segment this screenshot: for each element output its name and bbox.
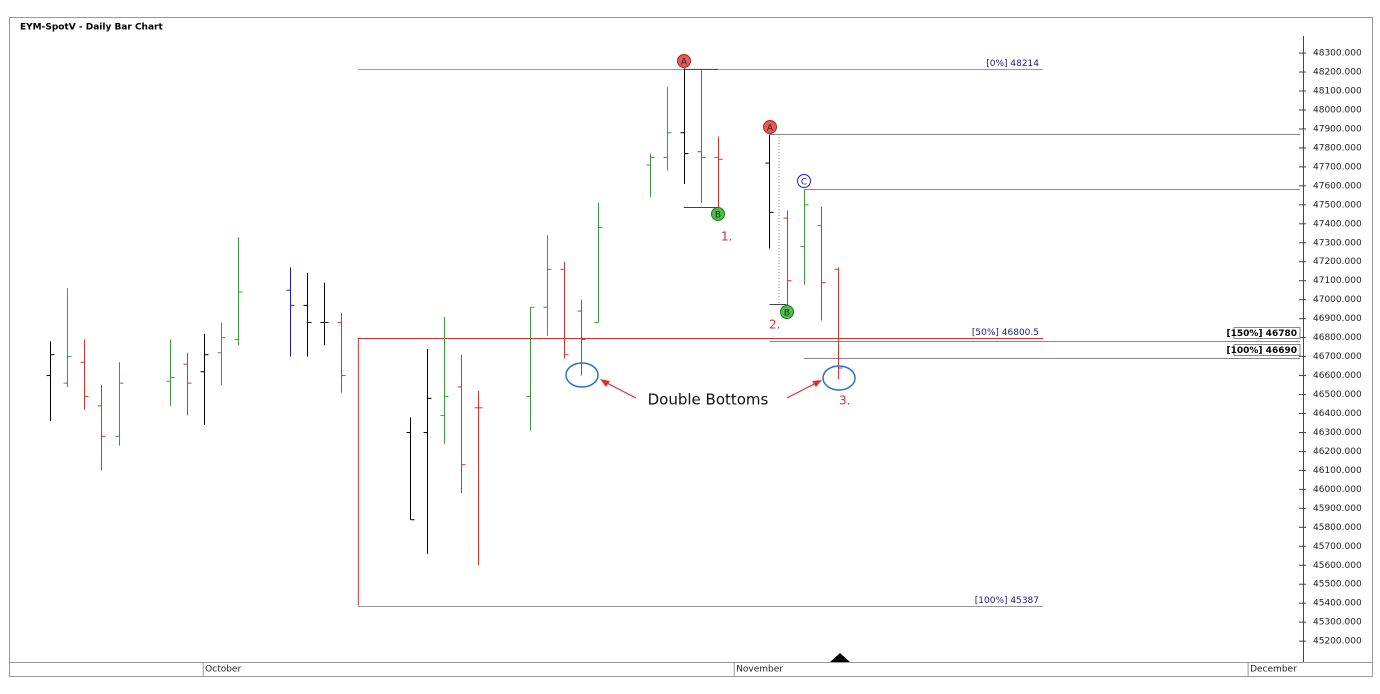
pivot-marker [711, 207, 725, 221]
y-tick-label: 45200.000 [1313, 637, 1362, 647]
y-tick-label: 45300.000 [1313, 618, 1362, 628]
y-tick-label: 45400.000 [1313, 599, 1362, 609]
y-tick-label: 46200.000 [1313, 447, 1362, 457]
level-label: [0%] 48214 [986, 59, 1039, 69]
y-tick-label: 46900.000 [1313, 314, 1362, 324]
y-tick-label: 46100.000 [1313, 466, 1362, 476]
pivot-marker [780, 305, 794, 319]
y-tick-label: 47900.000 [1313, 124, 1362, 134]
pivot-label: A [681, 58, 688, 68]
y-tick-label: 47100.000 [1313, 276, 1362, 286]
y-tick-label: 47800.000 [1313, 143, 1362, 153]
level-label: [100%] 45387 [975, 596, 1039, 606]
y-tick-label: 46700.000 [1313, 352, 1362, 362]
y-tick-label: 45600.000 [1313, 561, 1362, 571]
level-label-box [1233, 344, 1301, 356]
y-tick-label: 46000.000 [1313, 485, 1362, 495]
y-tick-label: 46500.000 [1313, 390, 1362, 400]
level-label-box [1233, 327, 1301, 339]
highlight-ellipse [565, 362, 599, 388]
y-tick-label: 48100.000 [1313, 87, 1362, 97]
x-tick-label: October [205, 665, 241, 675]
y-tick-label: 47700.000 [1313, 162, 1362, 172]
highlight-ellipse [822, 365, 856, 391]
pivot-marker [763, 120, 777, 134]
pivot-label: B [784, 309, 790, 319]
level-label: [150%] 46780 [1227, 329, 1297, 339]
level-label: [50%] 46800.5 [972, 328, 1039, 338]
pivot-label: C [801, 178, 807, 188]
y-tick-label: 47600.000 [1313, 181, 1362, 191]
annotation: Double Bottoms [648, 391, 769, 409]
y-tick-label: 47400.000 [1313, 219, 1362, 229]
y-tick-label: 48300.000 [1313, 49, 1362, 59]
arrow-head [812, 380, 822, 387]
annotation: 3. [839, 394, 850, 408]
pivot-label: A [767, 124, 774, 134]
annotation: 1. [721, 230, 732, 244]
level-label: [100%] 46690 [1227, 346, 1297, 356]
y-tick-label: 47300.000 [1313, 238, 1362, 248]
y-tick-label: 46400.000 [1313, 409, 1362, 419]
x-tick-label: December [1250, 665, 1297, 675]
y-tick-label: 45700.000 [1313, 542, 1362, 552]
arrow [602, 380, 637, 399]
pivot-label: B [715, 211, 721, 221]
pivot-marker [677, 54, 691, 68]
y-tick-label: 46600.000 [1313, 371, 1362, 381]
arrow [786, 381, 819, 399]
y-tick-label: 46800.000 [1313, 333, 1362, 343]
arrow-head [600, 379, 610, 387]
frame [9, 17, 1373, 677]
y-tick-label: 48200.000 [1313, 68, 1362, 78]
y-tick-label: 45500.000 [1313, 580, 1362, 590]
annotation: 2. [769, 318, 780, 332]
y-tick-label: 47000.000 [1313, 295, 1362, 305]
pivot-marker [797, 174, 811, 188]
y-tick-label: 46300.000 [1313, 428, 1362, 438]
y-tick-label: 47500.000 [1313, 200, 1362, 210]
x-tick-label: November [736, 665, 783, 675]
y-tick-label: 45800.000 [1313, 523, 1362, 533]
chart-title: EYM-SpotV - Daily Bar Chart [20, 23, 163, 33]
marker-triangle [830, 653, 850, 662]
y-tick-label: 47200.000 [1313, 257, 1362, 267]
y-tick-label: 48000.000 [1313, 105, 1362, 115]
y-tick-label: 45900.000 [1313, 504, 1362, 514]
